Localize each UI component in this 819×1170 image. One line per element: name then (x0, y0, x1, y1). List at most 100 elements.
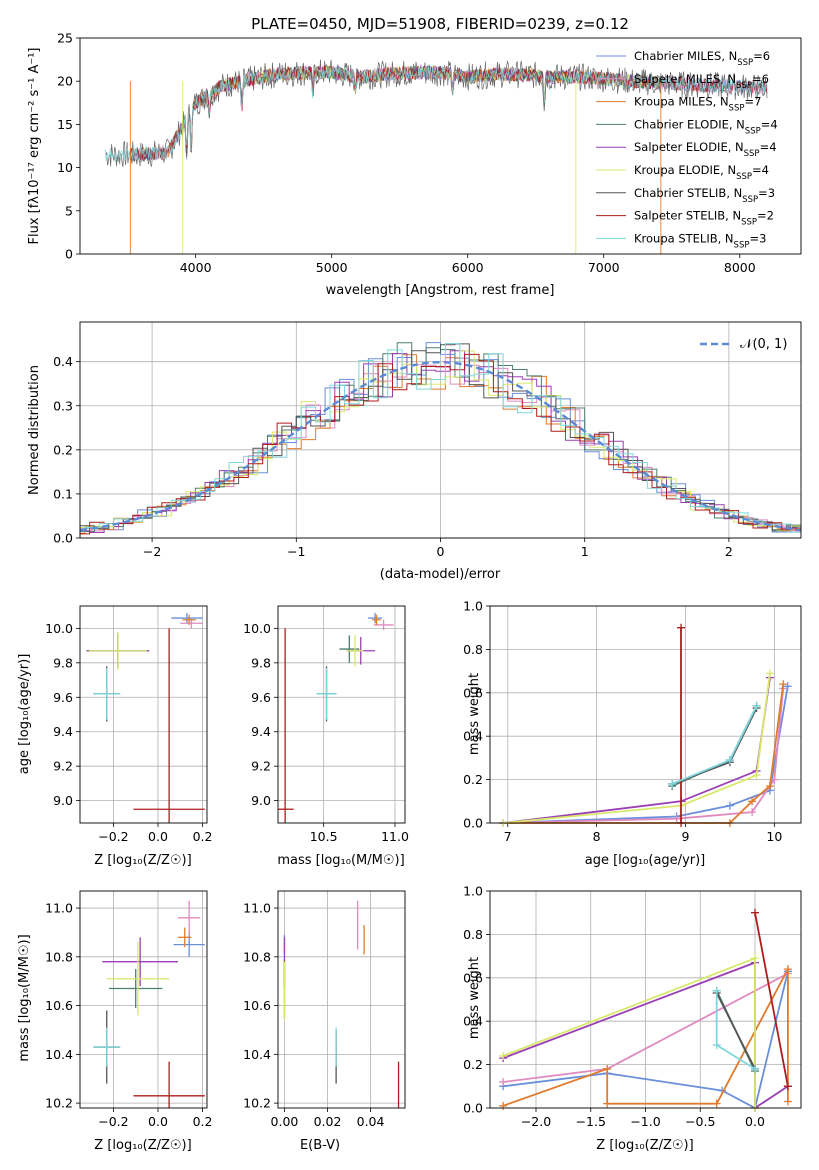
spectrum-ytick-label: 25 (57, 31, 73, 46)
residual-ytick-label: 0.4 (53, 354, 73, 369)
residual-xtick-label: 2 (725, 544, 733, 559)
spectrum-model-9 (104, 65, 767, 163)
weight-vs-age-series-1 (503, 686, 789, 824)
weight-vs-z-xtick-label: 0.0 (745, 1114, 765, 1129)
weight-vs-age-marker-9 (752, 701, 761, 710)
mass-vs-ebv-ytick-label: 10.2 (243, 1096, 271, 1111)
spectrum-ytick-label: 0 (65, 247, 73, 262)
age-vs-z-xlabel: Z [log₁₀(Z/Z☉)] (94, 853, 191, 868)
legend-ssp-subscript: SSP (736, 81, 752, 91)
weight-vs-age-frame (489, 605, 802, 824)
age-vs-z-ytick-label: 9.8 (53, 655, 73, 670)
age-vs-z-ytick-label: 9.2 (53, 759, 73, 774)
legend-ssp-subscript: SSP (742, 195, 758, 205)
legend-ssp-count: =3 (749, 231, 766, 245)
age-vs-mass-ytick-label: 9.2 (251, 759, 271, 774)
weight-vs-age-marker-2 (748, 808, 757, 817)
age-vs-mass-panel: 10.5 11.0 9.0 9.2 9.4 9.6 9.8 10.0 (243, 605, 409, 844)
legend-ssp-subscript: SSP (734, 240, 750, 250)
spectrum-ytick-label: 10 (57, 160, 73, 175)
spectrum-xtick-label: 7000 (588, 260, 620, 275)
weight-vs-z-marker-6 (751, 954, 760, 963)
spectrum-ylabel: Flux [fλ10⁻¹⁷ erg cm⁻² s⁻¹ A⁻¹] (27, 48, 42, 245)
mass-vs-z-ylabel: mass [log₁₀(M/M☉)] (17, 934, 32, 1061)
weight-vs-age-series-5 (503, 677, 771, 824)
weight-vs-z-series-7 (715, 992, 756, 1070)
legend-label-8: Salpeter STELIB, NSSP=2 (634, 209, 774, 228)
weight-vs-z-ylabel: mass weight (467, 957, 482, 1039)
normal-curve (79, 360, 802, 532)
weight-vs-z-xlabel: Z [log₁₀(Z/Z☉)] (596, 1138, 693, 1153)
weight-vs-age-marker-2 (672, 814, 681, 823)
mass-vs-ebv-ytick-label: 10.6 (243, 998, 271, 1013)
weight-vs-z-marker-9 (712, 986, 721, 995)
residual-xtick-label: −2 (143, 544, 161, 559)
spectrum-xtick-label: 4000 (180, 260, 212, 275)
weight-vs-age-ytick-label: 1.0 (463, 599, 483, 614)
mass-vs-z-ytick-label: 10.8 (45, 949, 73, 964)
legend-ssp-subscript: SSP (741, 218, 757, 228)
weight-vs-age-xlabel: age [log₁₀(age/yr)] (585, 853, 706, 868)
legend-ssp-count: =4 (760, 140, 777, 154)
weight-vs-z-series-8 (754, 912, 789, 1087)
weight-vs-age-marker-8 (677, 623, 686, 632)
weight-vs-z-marker-3 (783, 965, 792, 974)
weight-vs-age-ylabel: mass weight (467, 673, 482, 755)
spectrum-xlabel: wavelength [Angstrom, rest frame] (326, 283, 555, 298)
weight-vs-z-xtick-label: −2.0 (521, 1114, 551, 1129)
legend-label-4: Chabrier ELODIE, NSSP=4 (634, 117, 778, 136)
legend-label-3: Kroupa MILES, NSSP=7 (634, 95, 761, 114)
residual-ytick-label: 0.2 (53, 442, 73, 457)
weight-vs-age-ytick-label: 0.0 (463, 816, 483, 831)
age-vs-mass-ytick-label: 10.0 (243, 621, 271, 636)
weight-vs-age-ytick-label: 0.4 (463, 729, 483, 744)
mass-vs-z-frame (79, 890, 208, 1109)
weight-vs-age-marker-9 (668, 779, 677, 788)
mass-vs-ebv-panel: 0.00 0.02 0.04 10.2 10.4 10.6 10.8 11.0 (243, 890, 406, 1129)
legend-ssp-subscript: SSP (736, 172, 752, 182)
residual-ytick-label: 0.0 (53, 531, 73, 546)
age-vs-z-ytick-label: 9.0 (53, 793, 73, 808)
legend-label-9: Kroupa STELIB, NSSP=3 (634, 231, 766, 250)
weight-vs-age-ytick-label: 0.2 (463, 772, 483, 787)
weight-vs-age-marker-9 (725, 756, 734, 765)
spectrum-xtick-label: 8000 (724, 260, 756, 275)
age-vs-z-ytick-label: 9.6 (53, 690, 73, 705)
residual-histogram-9 (79, 343, 801, 538)
mass-vs-z-xtick-label: 0.0 (148, 1114, 168, 1129)
weight-vs-z-xtick-label: −0.5 (685, 1114, 715, 1129)
legend-ssp-count: =6 (752, 72, 769, 86)
weight-vs-age-series-6 (503, 673, 771, 824)
age-vs-mass-ytick-label: 9.4 (251, 724, 271, 739)
weight-vs-z-ytick-label: 1.0 (463, 884, 483, 899)
age-vs-mass-xtick-label: 10.5 (310, 829, 338, 844)
age-vs-metallicity-panel: −0.2 0.0 0.2 9.0 9.2 9.4 9.6 9.8 10.0 (45, 605, 212, 844)
weight-vs-age-ytick-label: 0.6 (463, 685, 483, 700)
mass-vs-ebv-ytick-label: 11.0 (243, 901, 271, 916)
weight-vs-age-marker-6 (765, 669, 774, 678)
mass-vs-ebv-frame (277, 890, 406, 1109)
legend-ssp-count: =3 (758, 186, 775, 200)
weight-vs-age-series-4 (671, 705, 758, 787)
spectrum-xtick-label: 6000 (452, 260, 484, 275)
residual-xtick-label: −1 (287, 544, 305, 559)
weight-vs-age-xtick-label: 7 (504, 829, 512, 844)
legend-label-5: Salpeter ELODIE, NSSP=4 (634, 140, 777, 159)
legend-ssp-subscript: SSP (744, 149, 760, 159)
weight-vs-z-ytick-label: 0.0 (463, 1101, 483, 1116)
weight-vs-age-xtick-label: 9 (682, 829, 690, 844)
legend-label-1: Chabrier MILES, NSSP=6 (634, 49, 770, 68)
weight-vs-z-ytick-label: 0.4 (463, 1014, 483, 1029)
weight-vs-z-marker-6 (499, 1051, 508, 1060)
residual-ytick-label: 0.3 (53, 398, 73, 413)
residual-ytick-label: 0.1 (53, 486, 73, 501)
weight-vs-z-marker-8 (751, 908, 760, 917)
spectrum-ytick-label: 5 (65, 203, 73, 218)
weight-vs-age-xtick-label: 8 (593, 829, 601, 844)
residual-xlabel: (data-model)/error (380, 567, 501, 582)
age-vs-mass-xlabel: mass [log₁₀(M/M☉)] (277, 853, 404, 868)
age-vs-z-xtick-label: 0.0 (148, 829, 168, 844)
weight-vs-age-marker-6 (752, 771, 761, 780)
age-vs-z-xtick-label: −0.2 (98, 829, 128, 844)
weight-vs-z-marker-3 (603, 1099, 612, 1108)
